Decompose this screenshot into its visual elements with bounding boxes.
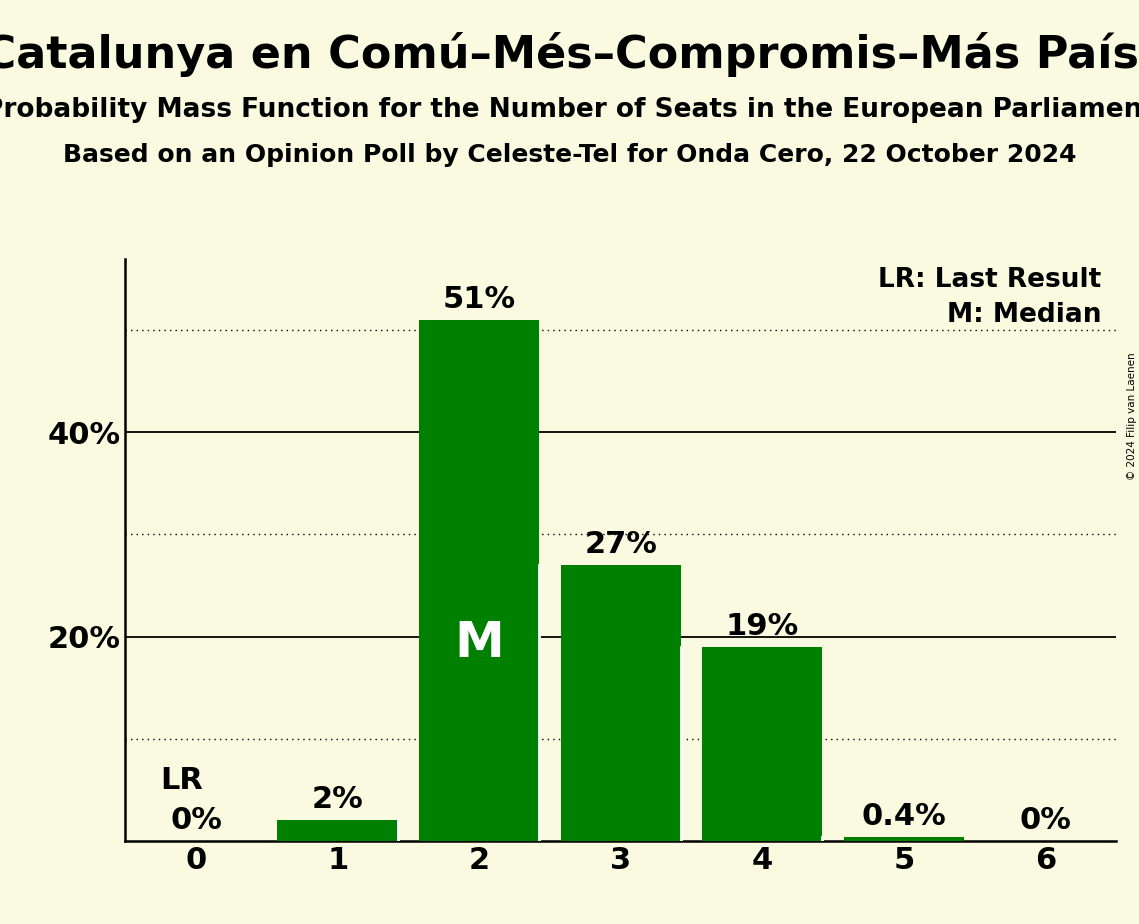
- Text: Based on an Opinion Poll by Celeste-Tel for Onda Cero, 22 October 2024: Based on an Opinion Poll by Celeste-Tel …: [63, 143, 1076, 167]
- Text: M: M: [454, 619, 505, 667]
- Bar: [560, 565, 681, 841]
- Text: LR: LR: [161, 766, 204, 795]
- Text: 2%: 2%: [312, 785, 363, 814]
- Bar: [844, 837, 964, 841]
- Text: 0.4%: 0.4%: [861, 802, 947, 831]
- Text: 0%: 0%: [170, 806, 222, 834]
- Text: Probability Mass Function for the Number of Seats in the European Parliament: Probability Mass Function for the Number…: [0, 97, 1139, 123]
- Text: 51%: 51%: [443, 285, 516, 314]
- Text: LR: Last Result: LR: Last Result: [878, 267, 1101, 294]
- Text: 19%: 19%: [726, 612, 798, 640]
- Bar: [702, 647, 822, 841]
- Text: 27%: 27%: [584, 530, 657, 559]
- Text: Sumar–Catalunya en Comú–Més–Compromis–Más País–Chunta: Sumar–Catalunya en Comú–Més–Compromis–Má…: [0, 32, 1139, 78]
- Text: © 2024 Filip van Laenen: © 2024 Filip van Laenen: [1126, 352, 1137, 480]
- Text: 0%: 0%: [1019, 806, 1072, 834]
- Bar: [419, 320, 540, 841]
- Text: M: Median: M: Median: [947, 302, 1101, 328]
- Bar: [278, 821, 398, 841]
